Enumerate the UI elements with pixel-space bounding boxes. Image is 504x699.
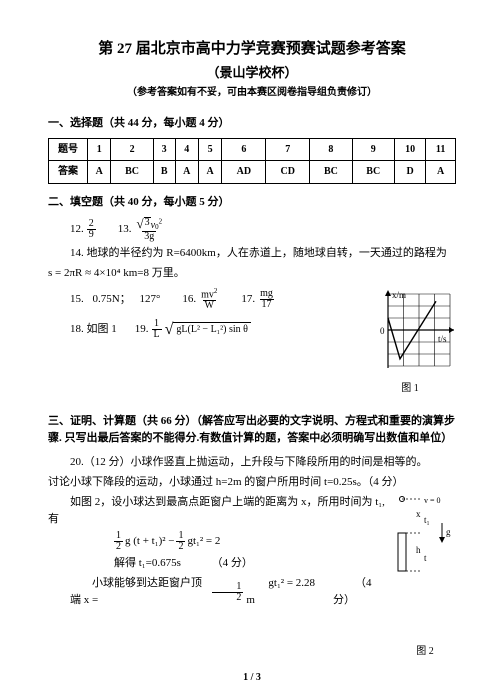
doc-note: （参考答案如有不妥，可由本赛区阅卷指导组负责修订）: [48, 85, 456, 101]
q17: 17. mg17: [241, 289, 275, 310]
q16: 16. mv2W: [182, 288, 219, 311]
fig1-caption: 图 1: [364, 381, 456, 397]
answer-table: 题号 1234567891011 答案 ABCBAAADCDBCBCDA: [48, 138, 456, 184]
final-line: 小球能够到达距窗户顶端 x = 12 gt₁² = 2.28 m （4 分）: [48, 575, 388, 609]
q14-line2: s = 2πR ≈ 4×10⁴ km=8 万里。: [48, 265, 456, 282]
chart2-svg: v = 0xt₁ ht g: [394, 493, 456, 643]
row-label: 题号: [49, 138, 88, 161]
svg-text:t: t: [424, 553, 427, 563]
doc-subtitle: （景山学校杯）: [48, 63, 456, 83]
q15-17: 15. 0.75N； 127° 16. mv2W 17. mg17: [70, 288, 358, 311]
doc-title: 第 27 届北京市高中力学竞赛预赛试题参考答案: [48, 38, 456, 61]
svg-text:t/s: t/s: [438, 334, 447, 344]
page: 第 27 届北京市高中力学竞赛预赛试题参考答案 （景山学校杯） （参考答案如有不…: [0, 0, 504, 699]
svg-text:t₁: t₁: [424, 515, 430, 525]
table-row: 答案 ABCBAAADCDBCBCDA: [49, 161, 456, 184]
eq1: 12 g (t + t₁)² − 12 gt₁² = 2: [114, 531, 388, 552]
q18-19: 18. 如图 1 19. 1L √gL(L² − L₁²) sin θ: [70, 319, 358, 340]
section1-heading: 一、选择题（共 44 分，每小题 4 分）: [48, 115, 456, 132]
svg-text:x/m: x/m: [392, 290, 406, 300]
page-footer: 1 / 3: [0, 670, 504, 686]
section2-heading: 二、填空题（共 40 分，每小题 5 分）: [48, 194, 456, 211]
table-row: 题号 1234567891011: [49, 138, 456, 161]
svg-text:v = 0: v = 0: [424, 496, 441, 505]
svg-text:x: x: [416, 509, 421, 519]
q12-q13: 12. 29 13. √3v02 3g: [70, 217, 456, 242]
chart1-svg: 0 x/m t/s: [364, 288, 456, 380]
q15: 15. 0.75N； 127°: [70, 291, 160, 308]
svg-text:g: g: [446, 527, 451, 537]
figure1: 0 x/m t/s 图 1: [364, 288, 456, 397]
q19: 19. 1L √gL(L² − L₁²) sin θ: [135, 319, 251, 340]
section3-heading: 三、证明、计算题（共 66 分）（解答应写出必要的文字说明、方程式和重要的演算步…: [48, 413, 456, 448]
q20-line2: 讨论小球下降段的运动，小球通过 h=2m 的窗户所用时间 t=0.25s。（4 …: [48, 474, 456, 491]
q14-line1: 14. 地球的半径约为 R=6400km，人在赤道上，随地球自转，一天通过的路程…: [48, 245, 456, 262]
q12: 12. 29: [70, 219, 96, 240]
fig2-caption: 图 2: [394, 644, 456, 660]
q18: 18. 如图 1: [70, 321, 117, 338]
q13: 13. √3v02 3g: [118, 217, 164, 242]
svg-text:h: h: [416, 545, 421, 555]
q20-intro: 20.（12 分）小球作竖直上抛运动，上升段与下降段所用的时间是相等的。: [48, 454, 456, 471]
svg-text:0: 0: [380, 326, 385, 336]
figure2: v = 0xt₁ ht g 图 2: [394, 493, 456, 660]
ans-label: 答案: [49, 161, 88, 184]
